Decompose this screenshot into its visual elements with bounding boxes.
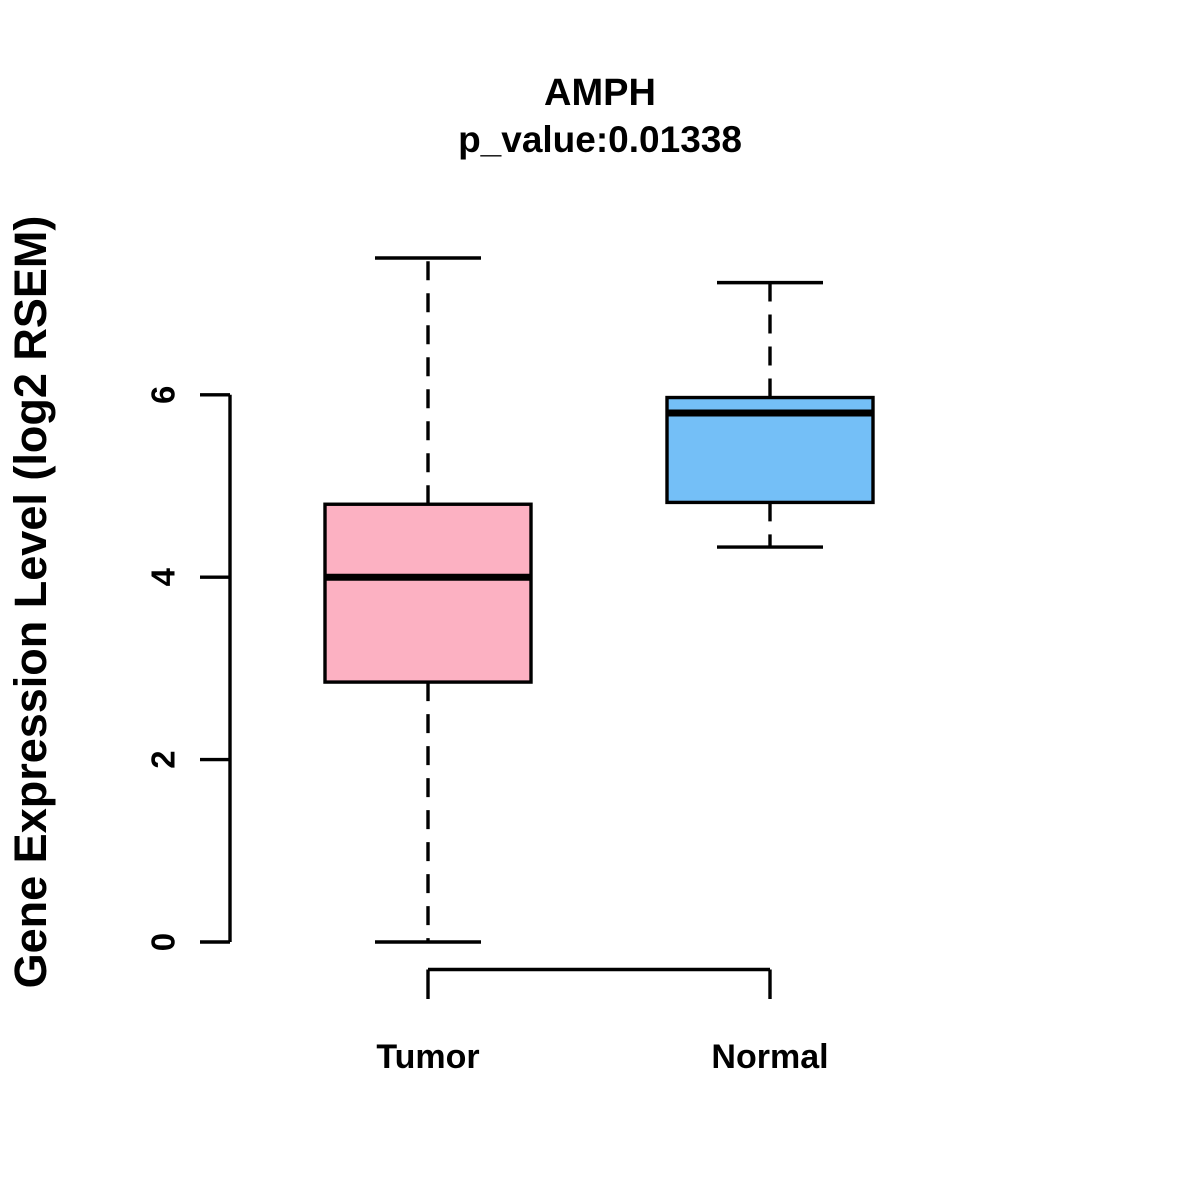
y-axis-tick-label: 0	[145, 933, 182, 951]
category-label-normal: Normal	[711, 1038, 828, 1076]
y-axis-tick-label: 2	[145, 750, 182, 768]
category-label-tumor: Tumor	[376, 1038, 479, 1076]
y-axis-tick-label: 4	[145, 567, 182, 586]
chart-title: AMPH	[544, 72, 656, 114]
p-value-label: p_value:0.01338	[458, 119, 742, 160]
y-axis-tick-label: 6	[145, 386, 182, 404]
box-tumor	[323, 502, 533, 684]
